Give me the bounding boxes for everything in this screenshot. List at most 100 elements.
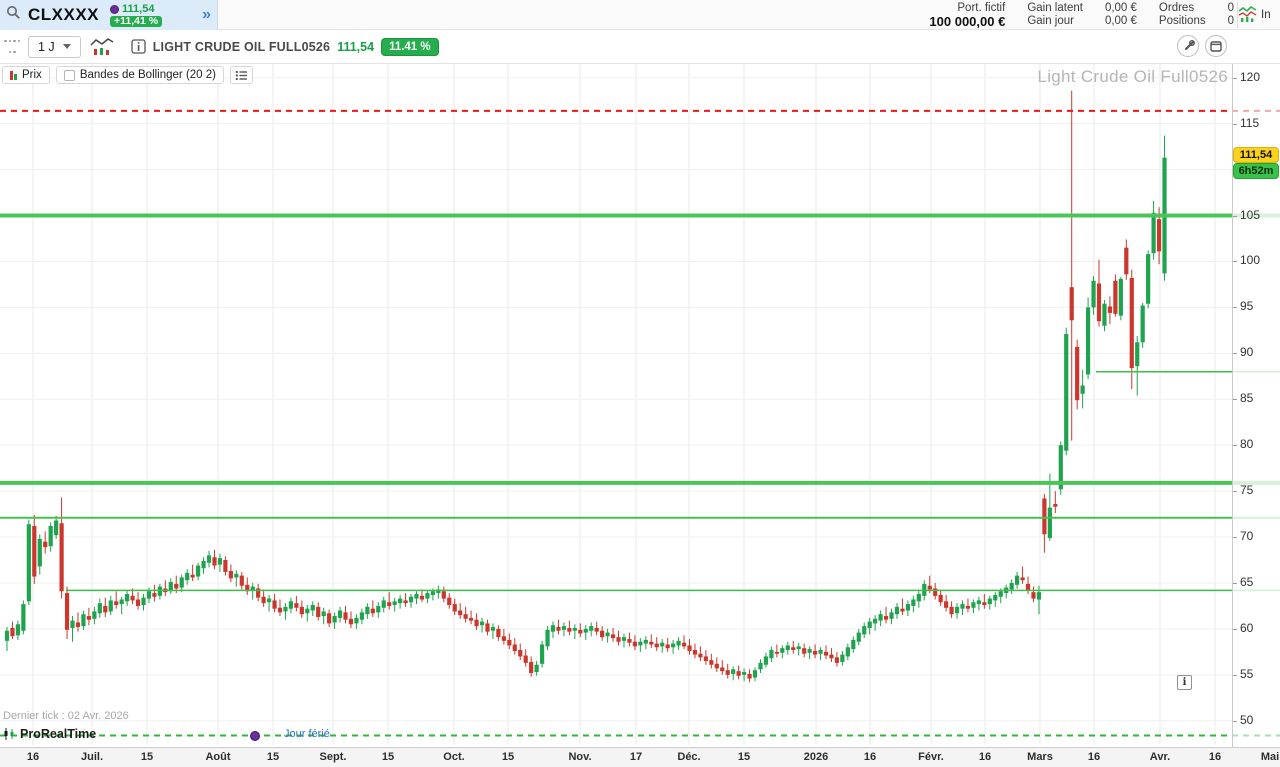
candle-body <box>75 622 81 628</box>
price-tick-label: 75 <box>1232 483 1254 498</box>
candle-body <box>469 617 474 621</box>
orders-label: Ordres <box>1158 2 1195 14</box>
candle-body <box>447 597 452 606</box>
chart-type-icon <box>90 37 114 55</box>
candle-body <box>578 629 583 634</box>
candle-body <box>321 611 326 617</box>
indicator-list-button[interactable] <box>229 66 253 84</box>
candle-body <box>408 596 414 603</box>
candle-body <box>512 644 517 651</box>
candle-body <box>316 606 321 617</box>
candle-body <box>496 628 501 638</box>
candle-body <box>370 608 375 614</box>
time-axis[interactable]: 16 Juil. 15 Août 15 Sept. 15 Oct. 15 Nov. 17 Déc. 15… <box>0 747 1280 767</box>
candle-body <box>441 591 446 599</box>
bollinger-chip[interactable]: Bandes de Bollinger (20 2) <box>55 66 224 84</box>
time-tick-label: Oct. <box>443 751 465 763</box>
portfolio-summary: Port. fictif 100 000,00 € Gain latent Ga… <box>929 2 1234 28</box>
gain-latent-value: 0,00 € <box>1104 2 1137 14</box>
instrument-change-badge: 11.41 % <box>381 37 439 56</box>
candle-body <box>660 642 665 647</box>
time-tick-label: Juil. <box>80 751 104 763</box>
candle-body <box>212 557 217 566</box>
candle-body <box>452 604 457 612</box>
candle-body <box>1009 582 1014 590</box>
candle-body <box>419 595 425 600</box>
instruments-panel-button[interactable]: In <box>1238 3 1280 27</box>
candle-body <box>54 520 59 536</box>
holiday-label[interactable]: Jour férié <box>284 728 330 740</box>
candle-body <box>146 591 152 599</box>
price-axis[interactable]: 50556065707580859095100105110115120 <box>1232 63 1280 747</box>
time-tick-label: Nov. <box>568 751 592 763</box>
price-tick-label: 60 <box>1232 620 1254 635</box>
search-icon[interactable] <box>6 5 21 25</box>
legend-chips: Prix Bandes de Bollinger (20 2) <box>2 66 253 84</box>
bollinger-checkbox[interactable] <box>63 69 75 81</box>
candle-body <box>130 595 135 601</box>
candle-body <box>141 597 146 606</box>
candle-body <box>714 663 719 669</box>
candle-body <box>998 591 1003 597</box>
price-tick-label: 80 <box>1232 437 1254 452</box>
candle-body <box>600 630 605 638</box>
candle-body <box>1118 278 1123 316</box>
candle-body <box>594 627 599 632</box>
candle-body <box>791 647 796 651</box>
candle-body <box>534 664 539 673</box>
candle-body <box>108 600 113 612</box>
candle-body <box>474 619 479 627</box>
instruments-icon <box>1238 5 1258 26</box>
candle-body <box>976 600 981 605</box>
candle-body <box>381 600 386 608</box>
quote-last-price: 111,54 <box>122 2 155 15</box>
window-layout-button[interactable] <box>1205 35 1227 57</box>
candle-body <box>665 644 670 649</box>
settings-wrench-button[interactable] <box>1177 35 1199 57</box>
price-series-icon <box>10 70 17 80</box>
symbol-input[interactable]: CLXXXX <box>28 5 100 24</box>
chevrons-right-icon[interactable]: » <box>202 6 211 23</box>
grip-icon[interactable] <box>4 37 20 57</box>
time-tick-label: 15 <box>501 751 515 763</box>
candle-body <box>157 586 162 596</box>
candle-body <box>687 645 692 651</box>
symbol-search-area[interactable]: CLXXXX 111,54 +11,41 % » <box>0 0 218 30</box>
candle-body <box>758 662 763 670</box>
candle-body <box>179 577 184 588</box>
candle-body <box>392 601 397 606</box>
timeframe-select[interactable]: 1 J <box>28 35 81 58</box>
price-tick-label: 90 <box>1232 345 1254 360</box>
chart-info-button[interactable]: i <box>1177 675 1192 690</box>
price-chart[interactable] <box>0 63 1280 747</box>
info-icon[interactable] <box>131 39 146 54</box>
candle-body <box>692 650 698 655</box>
candle-body <box>1031 592 1036 599</box>
chart-type-button[interactable] <box>89 36 115 58</box>
candle-body <box>43 541 48 548</box>
candle-body <box>747 673 752 679</box>
candle-body <box>64 593 70 630</box>
time-tick-label: Avr. <box>1149 751 1171 763</box>
price-series-chip[interactable]: Prix <box>2 66 50 84</box>
time-tick-label: Mars <box>1027 751 1053 763</box>
candle-body <box>332 616 337 623</box>
chevron-down-icon <box>62 44 71 49</box>
instrument-dot-icon <box>110 4 120 14</box>
last-price-badge: 111,54 <box>1233 147 1279 164</box>
candle-body <box>1091 280 1096 308</box>
candle-body <box>638 641 643 646</box>
candle-body <box>190 574 195 578</box>
time-tick-label: 15 <box>737 751 751 763</box>
candle-body <box>851 639 856 650</box>
candle-body <box>654 643 659 648</box>
positions-count: 0 <box>1227 15 1234 27</box>
candle-body <box>878 614 883 621</box>
candle-body <box>223 560 228 572</box>
candle-body <box>1113 280 1118 314</box>
gain-latent-label: Gain latent <box>1027 2 1083 14</box>
candle-body <box>272 600 277 609</box>
candle-body <box>277 607 283 613</box>
price-tick-label: 65 <box>1232 574 1254 589</box>
